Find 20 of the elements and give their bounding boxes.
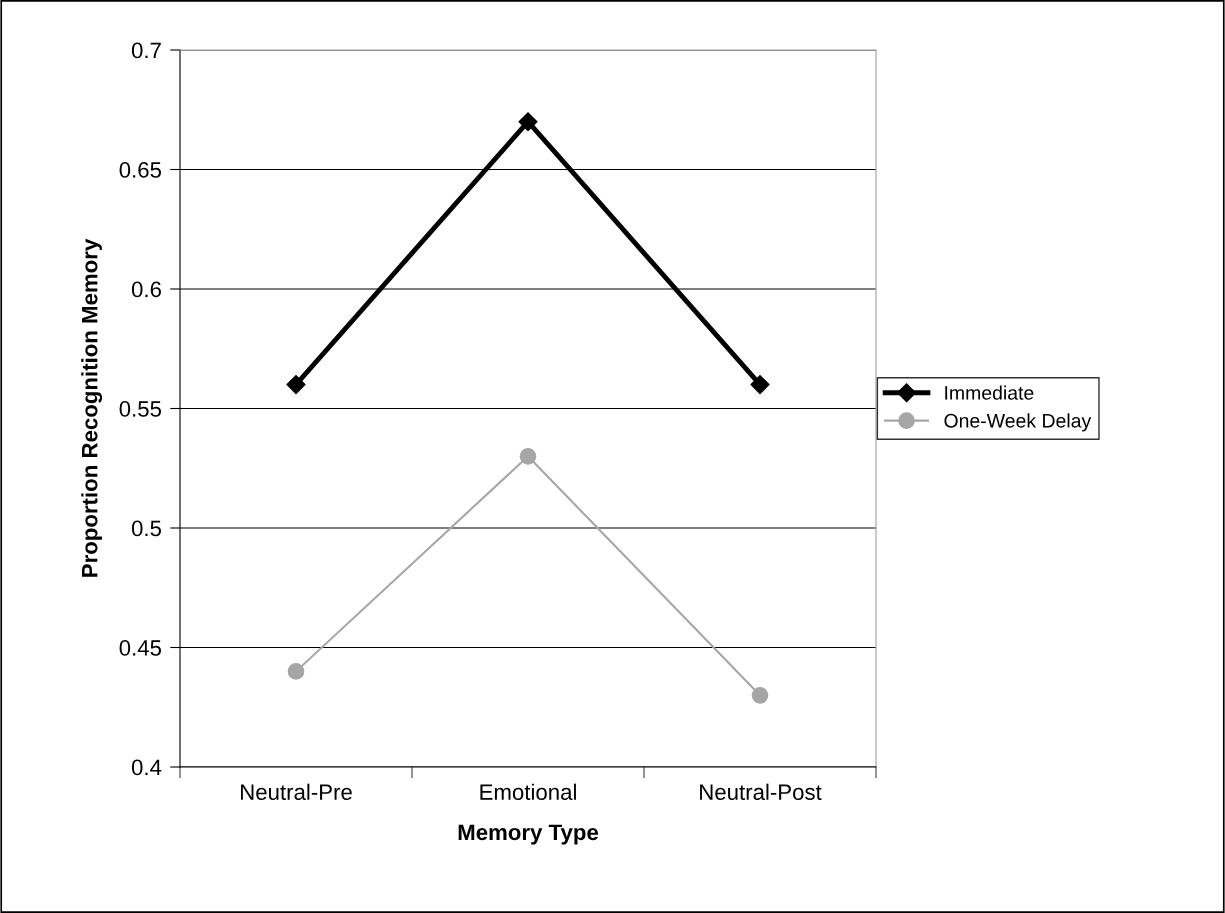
y-axis-title: Proportion Recognition Memory [81, 238, 103, 577]
point [518, 112, 538, 132]
x-tick-label: Neutral-Pre [241, 783, 352, 800]
y-tick-label: 0.4 [131, 759, 162, 776]
y-tick-label: 0.7 [131, 42, 161, 59]
legend-label: One-Week Delay [944, 413, 1092, 432]
x-axis-title: Memory Type [458, 824, 599, 845]
point [287, 663, 305, 680]
point [751, 686, 769, 704]
y-tick-label: 0.65 [119, 162, 162, 178]
point [286, 375, 306, 395]
point [750, 375, 770, 395]
y-tick-label: 0.6 [131, 281, 161, 298]
y-tick-label: 0.55 [119, 401, 162, 417]
y-tick-label: 0.45 [119, 640, 162, 656]
x-tick-label: Emotional [480, 783, 576, 800]
x-tick-label: Neutral-Post [700, 783, 822, 800]
legend-label: Immediate [945, 385, 1034, 400]
point [519, 447, 537, 465]
y-tick-label: 0.5 [131, 520, 162, 537]
